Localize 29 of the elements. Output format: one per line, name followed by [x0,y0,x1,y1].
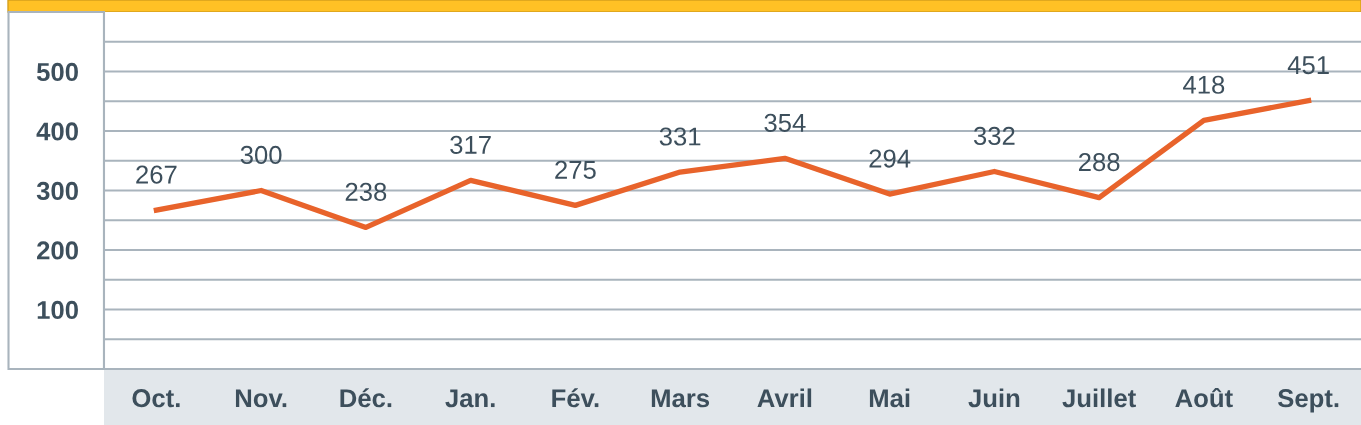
y-tick-label: 300 [36,181,78,201]
data-label: 288 [1078,153,1120,172]
x-tick-label: Fév. [552,388,599,408]
data-label: 317 [450,135,491,154]
x-tick-label: Avril [757,388,812,408]
data-label: 275 [555,160,596,179]
x-tick-label: Juillet [1062,388,1136,408]
data-label: 331 [659,127,701,146]
x-tick-label: Jan. [445,389,495,408]
x-tick-label: Sept. [1277,389,1339,413]
data-label: 332 [973,126,1015,146]
x-tick-label: Oct. [132,389,180,408]
x-tick-label: Nov. [235,389,287,408]
data-label: 238 [345,182,387,201]
y-tick-label: 400 [36,122,78,141]
data-label: 418 [1183,75,1225,94]
data-label: 354 [764,113,806,132]
x-tick-label: Août [1175,387,1233,408]
y-tick-label: 100 [37,300,78,320]
x-tick-label: Déc. [340,388,392,408]
data-label: 300 [240,145,282,165]
y-tick-label: 200 [37,241,78,260]
x-tick-label: Mai [869,388,910,408]
data-label: 267 [136,165,177,184]
x-tick-label: Mars [651,389,710,408]
data-label: 294 [869,149,911,168]
x-tick-label: Juin [968,388,1020,408]
data-label: 451 [1287,56,1329,75]
y-tick-label: 500 [36,62,78,82]
